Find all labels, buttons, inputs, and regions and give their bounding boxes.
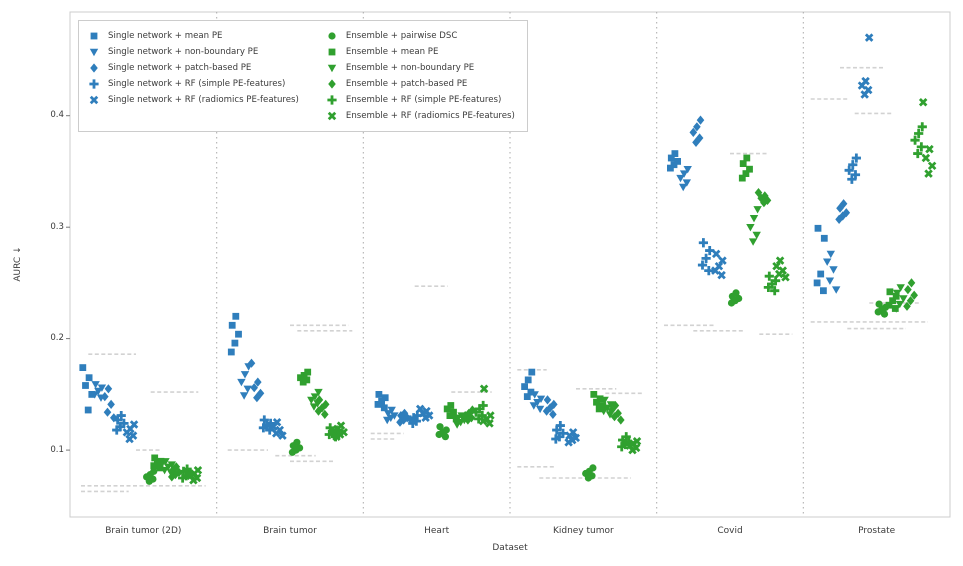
legend-item-single-mean-pe: Single network + mean PE	[87, 28, 299, 44]
x-axis-label: Dataset	[492, 543, 528, 553]
triangle-down-icon	[89, 48, 99, 57]
x-tick-label-heart: Heart	[424, 526, 450, 536]
legend-label: Ensemble + non-boundary PE	[345, 63, 475, 73]
plus-icon	[89, 79, 99, 89]
legend-item-ensemble-pairwise-dsc: Ensemble + pairwise DSC	[325, 28, 515, 44]
circle-icon	[328, 32, 336, 40]
x-icon	[89, 95, 99, 105]
legend-item-ensemble-mean-pe: Ensemble + mean PE	[325, 44, 515, 60]
legend-label: Ensemble + pairwise DSC	[345, 31, 458, 41]
legend-item-single-rf-simple: Single network + RF (simple PE-features)	[87, 76, 299, 92]
triangle-down-icon	[327, 64, 337, 73]
y-tick-label: 0.3	[50, 221, 64, 232]
diamond-icon	[90, 63, 98, 73]
legend-column-single-network: Single network + mean PE Single network …	[87, 28, 299, 124]
y-tick-label: 0.2	[50, 333, 64, 344]
y-tick-label: 0.4	[50, 110, 64, 121]
x-tick-label-brain-tumor: Brain tumor	[263, 526, 317, 536]
legend-label: Ensemble + RF (radiomics PE-features)	[345, 111, 515, 121]
legend-item-single-patch-based-pe: Single network + patch-based PE	[87, 60, 299, 76]
y-tick-label: 0.1	[50, 444, 64, 455]
legend-label: Ensemble + RF (simple PE-features)	[345, 95, 502, 105]
x-tick-label-prostate: Prostate	[858, 526, 896, 536]
legend-label: Single network + RF (simple PE-features)	[108, 79, 286, 89]
y-axis-label: AURC ↓	[13, 246, 23, 282]
legend: Single network + mean PE Single network …	[78, 20, 528, 132]
legend-item-ensemble-patch-based-pe: Ensemble + patch-based PE	[325, 76, 515, 92]
legend-label: Single network + mean PE	[108, 31, 223, 41]
legend-label: Ensemble + mean PE	[345, 47, 439, 57]
legend-item-single-non-boundary-pe: Single network + non-boundary PE	[87, 44, 299, 60]
legend-column-ensemble: Ensemble + pairwise DSC Ensemble + mean …	[325, 28, 515, 124]
legend-label: Single network + non-boundary PE	[108, 47, 259, 57]
square-icon	[328, 48, 336, 56]
legend-item-ensemble-rf-simple: Ensemble + RF (simple PE-features)	[325, 92, 515, 108]
plus-icon	[327, 95, 337, 105]
legend-label: Ensemble + patch-based PE	[345, 79, 468, 89]
x-icon	[327, 111, 337, 121]
legend-item-single-rf-radiomics: Single network + RF (radiomics PE-featur…	[87, 92, 299, 108]
legend-item-ensemble-rf-radiomics: Ensemble + RF (radiomics PE-features)	[325, 108, 515, 124]
legend-item-ensemble-non-boundary-pe: Ensemble + non-boundary PE	[325, 60, 515, 76]
square-icon	[90, 32, 98, 40]
x-tick-label-brain-tumor-2d: Brain tumor (2D)	[105, 526, 182, 536]
legend-label: Single network + RF (radiomics PE-featur…	[108, 95, 299, 105]
diamond-icon	[328, 79, 336, 89]
legend-label: Single network + patch-based PE	[108, 63, 252, 73]
x-tick-label-kidney-tumor: Kidney tumor	[552, 526, 614, 536]
x-tick-label-covid: Covid	[717, 526, 743, 536]
